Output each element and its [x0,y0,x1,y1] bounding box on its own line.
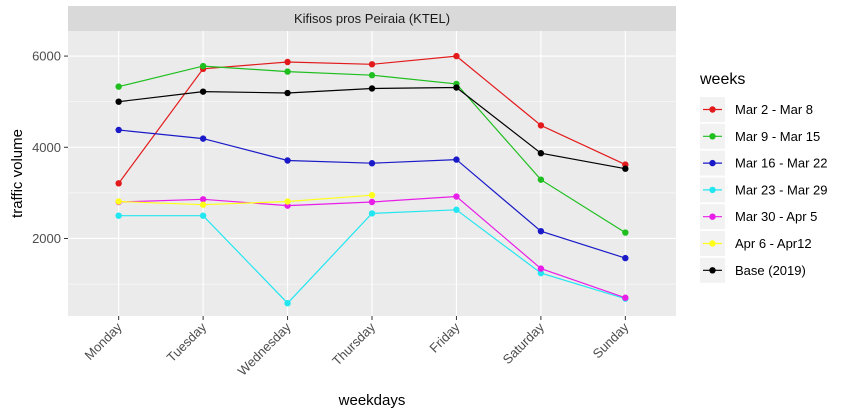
data-point [368,61,376,68]
data-point [199,62,207,70]
data-point [284,198,291,205]
legend-key-point [709,106,716,113]
legend-key-point [709,186,716,194]
data-point [368,198,376,206]
data-point [537,150,545,157]
data-point [453,156,460,163]
legend-label: Mar 30 - Apr 5 [735,209,817,224]
data-point [115,83,122,90]
legend-title: weeks [699,71,745,88]
facet-strip-label: Kifisos pros Peiraia (KTEL) [294,11,450,26]
legend-key-point [709,240,716,247]
y-tick-label: 4000 [32,140,61,155]
data-point [199,212,207,219]
data-point [622,294,629,301]
data-point [115,198,122,205]
data-point [622,229,629,236]
legend-key-point [709,159,716,167]
legend-label: Apr 6 - Apr12 [735,236,812,251]
y-tick-label: 2000 [32,231,61,246]
legend: weeks Mar 2 - Mar 8 Mar 9 - Mar 15 Mar 16 … [699,71,827,283]
data-point [368,160,376,167]
data-point [453,193,460,200]
data-point [115,126,122,134]
data-point [453,206,460,213]
data-point [284,68,291,75]
y-axis-title: traffic volume [9,129,26,218]
data-point [622,165,629,172]
data-point [537,176,545,183]
data-point [199,88,207,95]
data-point [115,98,122,105]
data-series [115,52,629,307]
data-point [199,196,207,203]
data-point [622,254,629,262]
legend-key-point [709,133,716,140]
data-point [537,269,545,277]
data-point [368,191,376,199]
data-point [199,201,207,208]
data-point [199,135,207,142]
facet-strip [68,6,676,31]
legend-label: Mar 2 - Mar 8 [735,102,813,117]
legend-label: Mar 23 - Mar 29 [735,182,827,197]
data-point [284,300,291,307]
data-point [368,210,376,217]
y-tick-label: 6000 [32,49,61,64]
legend-label: Mar 16 - Mar 22 [735,156,827,171]
data-point [537,122,545,129]
data-point [115,180,122,187]
data-point [453,84,460,91]
data-point [453,52,460,60]
data-point [537,265,545,272]
legend-key-point [709,213,716,220]
data-point [284,58,291,66]
x-axis-title: weekdays [338,392,406,409]
grid-lines [68,31,676,316]
legend-label: Mar 9 - Mar 15 [735,129,820,144]
data-point [537,227,545,235]
series-line [118,194,373,206]
data-point [284,89,291,97]
data-point [368,85,376,92]
data-point [115,212,122,219]
data-point [284,157,291,164]
legend-label: Base (2019) [735,263,806,278]
legend-key-point [709,267,716,274]
data-point [368,72,376,79]
